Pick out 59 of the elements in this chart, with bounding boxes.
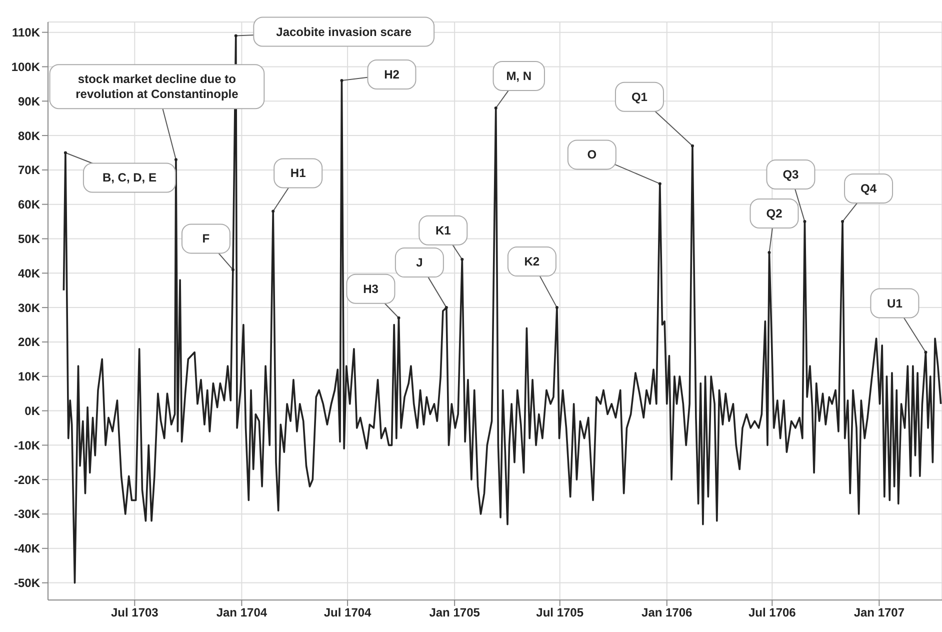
annotation: M, N — [506, 69, 532, 84]
y-tick-label: 110K — [12, 26, 40, 40]
annotation: Q3 — [782, 168, 800, 182]
y-tick-label: 80K — [18, 128, 40, 143]
y-tick-label: 40K — [18, 266, 40, 280]
point — [768, 251, 771, 254]
x-tick-label: Jul 1706 — [748, 606, 796, 620]
point — [231, 268, 234, 272]
annotation: J — [416, 256, 423, 270]
annotation: K2 — [524, 254, 540, 269]
point — [924, 350, 928, 354]
annotation: stock market decline due to revolution at Constantinople — [76, 72, 239, 102]
x-tick-label: Jul 1703 — [110, 606, 159, 620]
y-tick-label: 50K — [18, 232, 40, 246]
annotation: K1 — [435, 223, 452, 238]
point — [340, 78, 344, 82]
y-tick-label: -20K — [14, 472, 40, 487]
point — [658, 182, 662, 186]
point — [444, 306, 448, 310]
annotation: Q1 — [631, 90, 648, 104]
point — [397, 316, 400, 320]
y-tick-label: -50K — [14, 576, 40, 590]
annotation: H2 — [384, 67, 400, 82]
annotation: Q4 — [860, 182, 877, 196]
x-tick-label: Jan 1704 — [216, 606, 268, 620]
point — [460, 258, 464, 261]
annotation: H1 — [290, 166, 306, 180]
point — [690, 144, 694, 148]
point — [64, 151, 67, 154]
point — [272, 210, 275, 213]
annotation: Jacobite invasion scare — [276, 24, 412, 39]
y-tick-label: 0K — [24, 404, 40, 418]
point — [555, 306, 558, 310]
point — [803, 220, 806, 224]
annotation: O — [587, 148, 597, 162]
x-tick-label: Jul 1705 — [536, 606, 584, 620]
y-tick-label: -30K — [14, 507, 40, 522]
y-tick-label: 20K — [18, 335, 40, 350]
x-tick-label: Jan 1707 — [854, 606, 905, 620]
y-tick-label: 100K — [11, 60, 40, 74]
y-tick-label: 60K — [18, 198, 40, 212]
annotation: B, C, D, E — [102, 170, 156, 185]
x-tick-label: Jul 1704 — [324, 606, 372, 620]
point — [234, 34, 238, 38]
y-tick-label: 70K — [18, 163, 40, 178]
y-tick-label: 90K — [18, 94, 40, 108]
point — [494, 106, 498, 110]
y-tick-label: 10K — [18, 370, 40, 384]
point — [174, 158, 178, 162]
annotation: H3 — [363, 282, 379, 296]
x-tick-label: Jan 1705 — [429, 606, 480, 620]
y-tick-label: -40K — [14, 542, 40, 556]
annotation: Q2 — [766, 206, 783, 221]
point — [841, 220, 844, 224]
annotation: F — [202, 232, 210, 246]
x-tick-label: Jan 1706 — [642, 606, 693, 620]
y-tick-label: 30K — [18, 300, 40, 315]
annotation: U1 — [887, 296, 903, 310]
y-tick-label: -10K — [14, 438, 40, 452]
